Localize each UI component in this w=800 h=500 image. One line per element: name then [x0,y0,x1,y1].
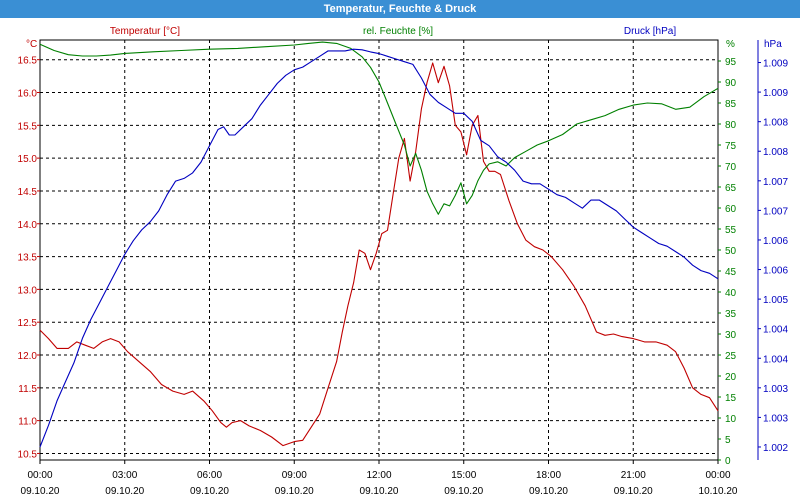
x-tick-label-time: 00:00 [27,470,52,481]
y-tick-label-pressure: 1.009 [763,59,788,70]
y-tick-label-pressure: 1.006 [763,236,788,247]
y-tick-label-temperature: 12.0 [18,351,38,362]
window-title: Temperatur, Feuchte & Druck [0,0,800,18]
y-tick-label-humidity: 5 [725,435,731,446]
y-tick-label-temperature: 16.5 [18,56,38,67]
x-tick-label-time: 09:00 [282,470,307,481]
y-tick-label-humidity: 45 [725,267,737,278]
y-tick-label-humidity: 25 [725,351,737,362]
x-tick-label-date: 09.10.20 [190,486,229,497]
x-tick-label-date: 09.10.20 [614,486,653,497]
y-tick-label-temperature: 14.5 [18,187,38,198]
y-tick-label-temperature: 13.0 [18,285,38,296]
y-tick-label-humidity: 20 [725,372,737,383]
x-tick-label-date: 09.10.20 [275,486,314,497]
x-tick-label-time: 15:00 [451,470,476,481]
y-tick-label-humidity: 10 [725,414,737,425]
y-tick-label-pressure: 1.004 [763,354,788,365]
x-tick-label-time: 12:00 [366,470,391,481]
y-tick-label-pressure: 1.004 [763,325,788,336]
x-tick-label-date: 10.10.20 [699,486,738,497]
y-tick-label-humidity: 75 [725,141,737,152]
y-tick-label-humidity: 60 [725,204,737,215]
y-tick-label-temperature: 11.0 [18,417,37,428]
y-tick-label-humidity: 0 [725,456,731,467]
y-tick-label-pressure: 1.008 [763,147,788,158]
x-tick-label-time: 00:00 [705,470,730,481]
x-tick-label-date: 09.10.20 [21,486,60,497]
series-line-temperature [39,62,719,447]
axis-title-pressure: Druck [hPa] [624,26,676,37]
y-tick-label-humidity: 65 [725,183,737,194]
y-tick-label-humidity: 30 [725,330,737,341]
axis-unit-temperature: °C [26,39,37,50]
y-tick-label-temperature: 15.5 [18,121,38,132]
y-tick-label-temperature: 14.0 [18,220,38,231]
y-tick-label-pressure: 1.007 [763,177,788,188]
y-tick-label-humidity: 40 [725,288,737,299]
series-line-humidity [39,41,719,215]
x-tick-label-date: 09.10.20 [529,486,568,497]
x-tick-label-time: 21:00 [621,470,646,481]
series-line-pressure [39,48,719,448]
axis-unit-pressure: hPa [764,39,782,50]
x-tick-label-date: 09.10.20 [444,486,483,497]
y-tick-label-pressure: 1.008 [763,118,788,129]
x-tick-label-date: 09.10.20 [360,486,399,497]
y-tick-label-humidity: 15 [725,393,737,404]
x-tick-label-time: 06:00 [197,470,222,481]
y-tick-label-humidity: 55 [725,225,737,236]
y-tick-label-pressure: 1.007 [763,206,788,217]
y-tick-label-humidity: 85 [725,99,737,110]
y-tick-label-humidity: 50 [725,246,737,257]
axis-title-humidity: rel. Feuchte [%] [363,26,433,37]
y-tick-label-temperature: 13.5 [18,253,38,264]
y-tick-label-humidity: 90 [725,78,737,89]
x-tick-label-time: 18:00 [536,470,561,481]
y-tick-label-humidity: 95 [725,57,737,68]
x-tick-label-time: 03:00 [112,470,137,481]
axis-unit-humidity: % [726,39,735,50]
y-tick-label-pressure: 1.002 [763,443,788,454]
y-tick-label-pressure: 1.003 [763,413,788,424]
y-tick-label-humidity: 35 [725,309,737,320]
axis-title-temperature: Temperatur [°C] [110,26,180,37]
x-tick-label-date: 09.10.20 [105,486,144,497]
y-tick-label-humidity: 80 [725,120,737,131]
y-tick-label-temperature: 12.5 [18,318,38,329]
y-tick-label-pressure: 1.006 [763,266,788,277]
y-tick-label-humidity: 70 [725,162,737,173]
y-tick-label-temperature: 10.5 [18,449,38,460]
y-tick-label-temperature: 15.0 [18,154,38,165]
y-tick-label-pressure: 1.005 [763,295,788,306]
y-tick-label-temperature: 16.0 [18,89,38,100]
y-tick-label-temperature: 11.5 [18,384,37,395]
y-tick-label-pressure: 1.003 [763,384,788,395]
y-tick-label-pressure: 1.009 [763,88,788,99]
